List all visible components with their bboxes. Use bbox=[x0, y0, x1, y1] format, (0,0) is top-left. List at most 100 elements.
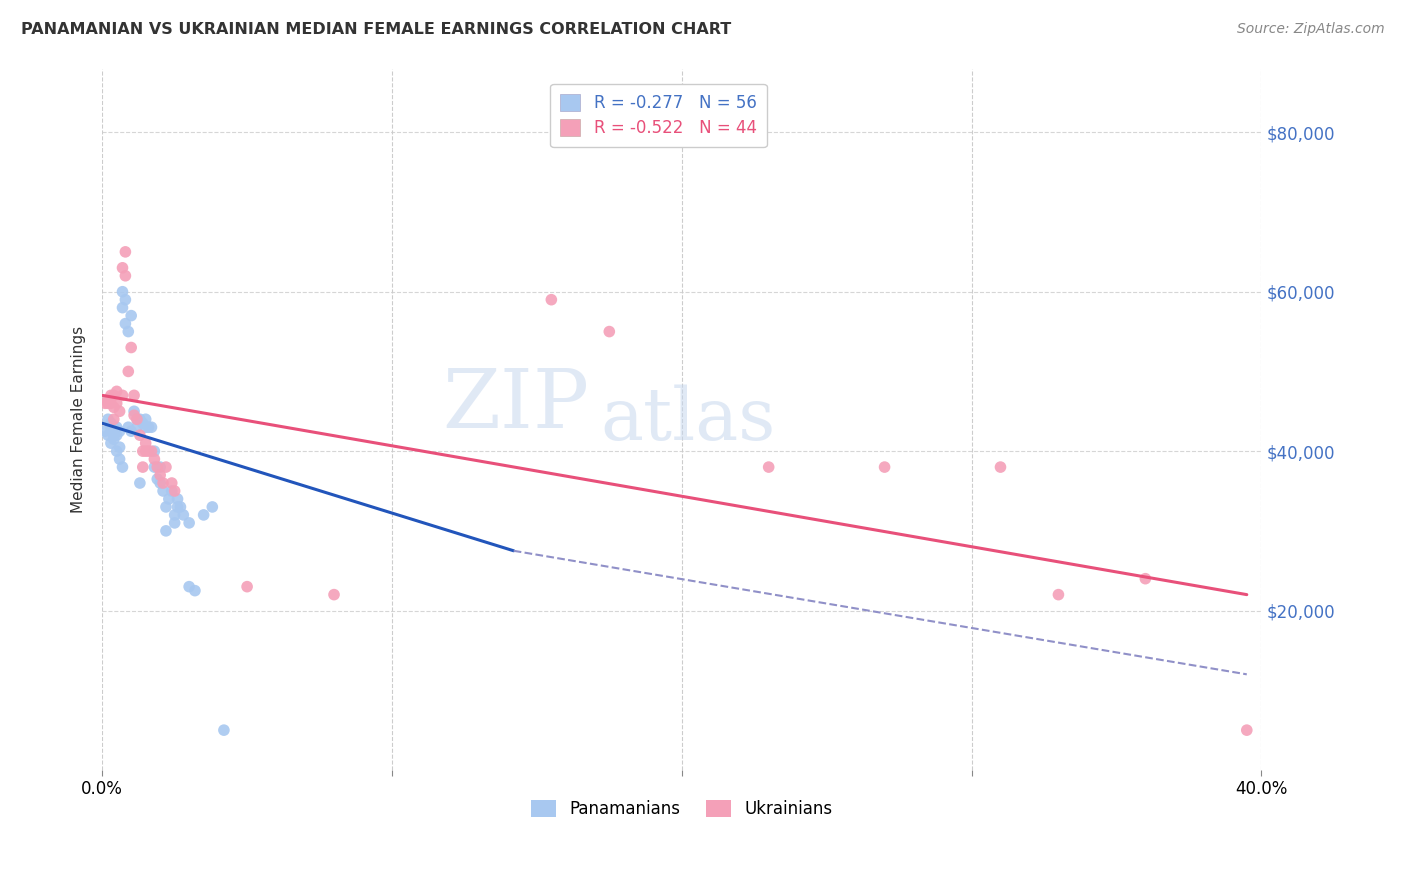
Point bbox=[1135, 572, 1157, 586]
Point bbox=[108, 404, 131, 418]
Point bbox=[141, 420, 163, 434]
Point bbox=[155, 524, 177, 538]
Point bbox=[103, 401, 125, 415]
Point bbox=[111, 388, 134, 402]
Point bbox=[114, 268, 136, 283]
Y-axis label: Median Female Earnings: Median Female Earnings bbox=[72, 326, 86, 513]
Point bbox=[179, 580, 201, 594]
Point bbox=[108, 424, 131, 438]
Point bbox=[105, 444, 128, 458]
Point bbox=[122, 409, 145, 423]
Point bbox=[103, 428, 125, 442]
Point bbox=[117, 420, 139, 434]
Point bbox=[97, 396, 120, 410]
Point bbox=[146, 472, 169, 486]
Point bbox=[135, 420, 157, 434]
Point bbox=[169, 500, 191, 514]
Point bbox=[323, 588, 346, 602]
Point bbox=[598, 325, 620, 339]
Point bbox=[122, 404, 145, 418]
Point bbox=[97, 412, 120, 426]
Point bbox=[193, 508, 215, 522]
Point bbox=[155, 460, 177, 475]
Point bbox=[201, 500, 224, 514]
Point bbox=[135, 444, 157, 458]
Point bbox=[111, 460, 134, 475]
Point bbox=[125, 412, 148, 426]
Point bbox=[155, 500, 177, 514]
Point bbox=[114, 244, 136, 259]
Point bbox=[990, 460, 1012, 475]
Point bbox=[873, 460, 896, 475]
Text: ZIP: ZIP bbox=[441, 365, 589, 445]
Point bbox=[138, 444, 160, 458]
Text: Source: ZipAtlas.com: Source: ZipAtlas.com bbox=[1237, 22, 1385, 37]
Point bbox=[163, 483, 186, 498]
Point bbox=[146, 460, 169, 475]
Point bbox=[117, 325, 139, 339]
Point bbox=[100, 416, 122, 430]
Point bbox=[143, 460, 166, 475]
Point bbox=[157, 491, 180, 506]
Point bbox=[105, 384, 128, 399]
Point bbox=[108, 452, 131, 467]
Point bbox=[117, 364, 139, 378]
Point bbox=[103, 412, 125, 426]
Point bbox=[108, 440, 131, 454]
Point bbox=[172, 508, 194, 522]
Point bbox=[758, 460, 780, 475]
Point bbox=[132, 416, 155, 430]
Point bbox=[103, 420, 125, 434]
Point bbox=[163, 508, 186, 522]
Point bbox=[111, 285, 134, 299]
Point bbox=[1047, 588, 1070, 602]
Point bbox=[141, 444, 163, 458]
Point bbox=[163, 516, 186, 530]
Point bbox=[128, 428, 150, 442]
Point bbox=[105, 420, 128, 434]
Point bbox=[120, 309, 142, 323]
Point bbox=[149, 476, 172, 491]
Text: PANAMANIAN VS UKRAINIAN MEDIAN FEMALE EARNINGS CORRELATION CHART: PANAMANIAN VS UKRAINIAN MEDIAN FEMALE EA… bbox=[21, 22, 731, 37]
Legend: Panamanians, Ukrainians: Panamanians, Ukrainians bbox=[524, 793, 839, 825]
Point bbox=[160, 483, 183, 498]
Point bbox=[143, 444, 166, 458]
Point bbox=[103, 388, 125, 402]
Point bbox=[128, 476, 150, 491]
Point bbox=[120, 341, 142, 355]
Point bbox=[236, 580, 259, 594]
Point bbox=[152, 483, 174, 498]
Point bbox=[120, 424, 142, 438]
Point bbox=[105, 396, 128, 410]
Point bbox=[212, 723, 235, 738]
Point bbox=[105, 428, 128, 442]
Point bbox=[97, 428, 120, 442]
Point bbox=[138, 420, 160, 434]
Point bbox=[111, 260, 134, 275]
Point bbox=[100, 436, 122, 450]
Point bbox=[179, 516, 201, 530]
Point bbox=[149, 460, 172, 475]
Point bbox=[100, 396, 122, 410]
Point bbox=[114, 293, 136, 307]
Point bbox=[540, 293, 562, 307]
Point bbox=[125, 412, 148, 426]
Point bbox=[149, 468, 172, 483]
Point bbox=[94, 424, 117, 438]
Point bbox=[128, 412, 150, 426]
Point bbox=[111, 301, 134, 315]
Point bbox=[135, 436, 157, 450]
Point bbox=[114, 317, 136, 331]
Point bbox=[97, 392, 120, 407]
Point bbox=[160, 476, 183, 491]
Point bbox=[122, 388, 145, 402]
Point bbox=[166, 491, 188, 506]
Point bbox=[100, 420, 122, 434]
Point bbox=[152, 476, 174, 491]
Point bbox=[94, 396, 117, 410]
Point bbox=[132, 444, 155, 458]
Text: atlas: atlas bbox=[600, 384, 776, 455]
Point bbox=[132, 460, 155, 475]
Point bbox=[184, 583, 207, 598]
Point bbox=[143, 452, 166, 467]
